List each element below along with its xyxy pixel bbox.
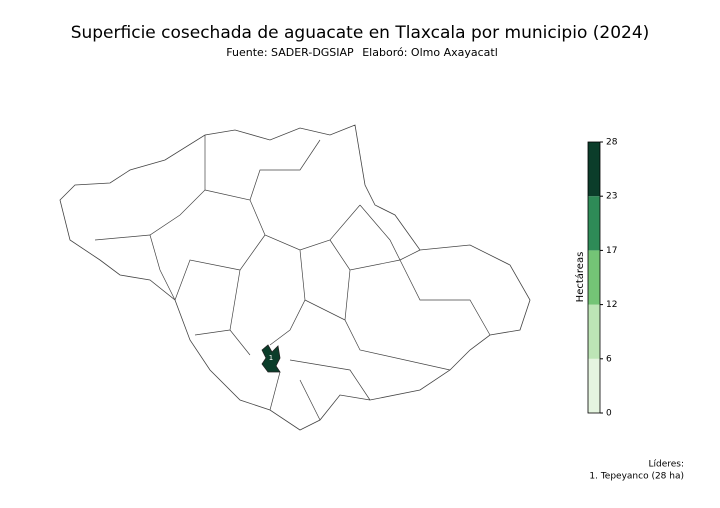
colorbar-tick-label: 17 [606,246,617,256]
colorbar-bin [588,304,600,359]
leader-item: 1. Tepeyanco (28 ha) [589,472,684,482]
source: Fuente: SADER-DGSIAP [226,46,354,59]
author: Elaboró: Olmo Axayacatl [362,46,498,59]
colorbar-bin [588,250,600,305]
colorbar-tick-label: 6 [606,354,612,364]
state-outline [59,124,531,431]
colorbar: 0 6 12 17 23 28 [587,138,618,419]
colorbar-frame [587,141,601,414]
map [59,124,531,431]
colorbar-label: Hectáreas [574,252,586,303]
colorbar-tick-label: 28 [606,138,618,148]
colorbar-bin [588,142,600,197]
rank-label: 1 [269,354,273,362]
colorbar-tick-label: 0 [606,409,612,419]
colorbar-bin [588,358,600,413]
leaders: 1. Tepeyanco (28 ha) [589,472,684,482]
colorbar-tick-label: 12 [606,300,617,310]
leaders-title: Líderes: [648,460,684,470]
colorbar-tick-label: 23 [606,192,617,202]
highlight-municipality [261,344,281,373]
municipal-borders [94,135,491,421]
title: Superficie cosechada de aguacate en Tlax… [71,23,650,43]
colorbar-bin [588,196,600,251]
